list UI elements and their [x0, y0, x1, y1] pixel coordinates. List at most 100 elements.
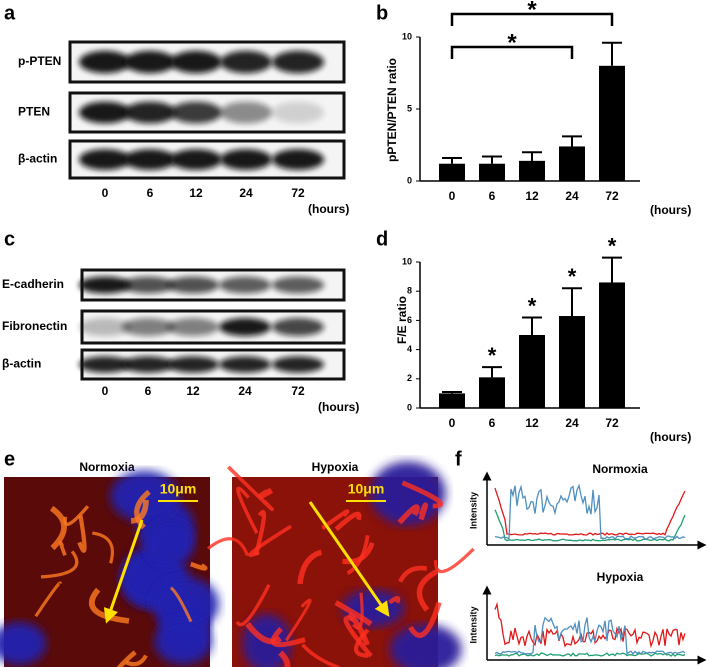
error-bar	[482, 155, 502, 164]
error-bar	[562, 135, 582, 147]
bar	[599, 282, 625, 408]
membrane	[91, 531, 115, 564]
blot-band	[122, 276, 174, 294]
blot-band	[170, 149, 222, 170]
blot-band	[272, 50, 324, 74]
significance: *	[488, 343, 497, 368]
lane-label: 24	[239, 186, 253, 200]
significance: *	[608, 233, 617, 258]
intensity-trace	[494, 601, 686, 649]
membrane	[301, 643, 340, 667]
panel-label: c	[4, 228, 15, 250]
x-tick-label: 72	[605, 416, 619, 430]
membrane	[341, 541, 375, 565]
membrane	[206, 537, 250, 557]
nucleus	[154, 618, 212, 665]
membrane	[278, 650, 291, 667]
row-label: PTEN	[18, 105, 50, 119]
membrane	[116, 650, 137, 667]
membrane	[433, 547, 475, 574]
intensity-trace	[494, 509, 686, 542]
profiles: f Normoxia Intensity Hypoxia Intensity	[455, 448, 707, 665]
lane-label: 0	[102, 384, 109, 398]
bracket	[450, 12, 614, 26]
bar	[439, 163, 465, 181]
membrane	[77, 515, 87, 553]
blot-band	[170, 50, 222, 74]
blot-band	[272, 149, 324, 170]
unit-label: (hours)	[318, 400, 359, 414]
membrane	[49, 505, 67, 551]
membrane	[321, 509, 350, 531]
blot-band	[220, 50, 272, 74]
membrane	[347, 611, 370, 646]
lane-label: 72	[291, 186, 305, 200]
x-tick-label: 12	[525, 416, 539, 430]
membrane	[334, 600, 373, 627]
lane-label: 6	[145, 384, 152, 398]
error-bar	[442, 390, 462, 394]
profile-arrow	[103, 519, 144, 624]
y-tick-label: 6	[407, 315, 412, 325]
membrane	[353, 628, 370, 658]
blot-band	[219, 318, 271, 336]
significance: *	[528, 293, 537, 318]
blot-band	[124, 149, 176, 170]
micrographs: e Normoxia 10μm Hypoxia 10μm	[0, 448, 475, 667]
row-label: E-cadherin	[2, 277, 64, 291]
blot-band	[272, 276, 324, 294]
blot-band	[79, 318, 131, 336]
x-tick-label: 0	[449, 416, 456, 430]
blot-band	[167, 276, 219, 294]
y-axis-label: pPTEN/PTEN ratio	[385, 58, 399, 162]
blot-band	[124, 50, 176, 74]
blot-band	[170, 101, 222, 124]
bar	[599, 65, 625, 181]
error-bar	[522, 316, 542, 335]
scale-text: 10μm	[160, 481, 197, 497]
profile-arrow	[308, 501, 390, 617]
lane-label: 0	[102, 186, 109, 200]
membrane	[401, 480, 444, 509]
plot-title: Hypoxia	[597, 570, 644, 584]
y-axis-label: F/E ratio	[395, 296, 409, 344]
nucleus	[144, 520, 195, 567]
y-axis-label: Intensity	[468, 492, 478, 529]
panel-label: a	[4, 2, 16, 24]
x-tick-label: 0	[449, 189, 456, 203]
nucleus	[151, 576, 219, 632]
membrane	[245, 622, 283, 645]
membrane	[34, 581, 62, 618]
blot-band	[272, 356, 324, 373]
significance: *	[507, 29, 517, 56]
lane-label: 12	[186, 384, 200, 398]
blot-band	[272, 318, 324, 336]
lane-label: 24	[238, 384, 252, 398]
blot-band	[220, 149, 272, 170]
row-label: Fibronectin	[2, 319, 67, 333]
blot-band	[272, 101, 324, 124]
membrane	[236, 486, 259, 535]
y-tick-label: 0	[407, 402, 412, 412]
panel-label: f	[455, 448, 462, 470]
y-tick-label: 0	[407, 175, 412, 185]
membrane	[130, 499, 149, 524]
membrane	[297, 549, 323, 585]
bar	[439, 393, 465, 408]
x-tick-label: 24	[565, 416, 579, 430]
membrane	[270, 626, 306, 648]
membrane	[408, 601, 442, 638]
lane-label: 72	[291, 384, 305, 398]
blot-band	[79, 101, 131, 124]
blot-band	[219, 276, 271, 294]
membrane	[388, 595, 401, 605]
nucleus	[389, 624, 462, 667]
panel-label: b	[376, 2, 388, 24]
intensity-trace	[494, 487, 686, 536]
image-title: Normoxia	[79, 460, 135, 474]
error-bar	[602, 256, 622, 283]
blot-band	[167, 356, 219, 373]
membrane	[343, 615, 373, 658]
